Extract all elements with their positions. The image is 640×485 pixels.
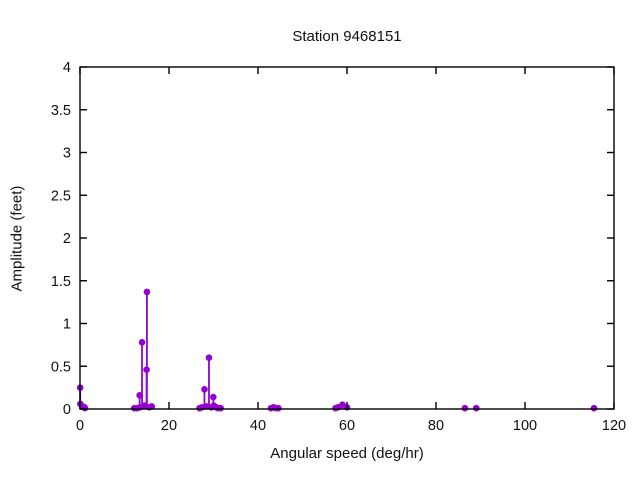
y-tick-label: 0.5 bbox=[51, 359, 71, 375]
y-tick-label: 1.5 bbox=[51, 274, 71, 290]
plot-border bbox=[79, 66, 615, 410]
x-tick-label: 20 bbox=[161, 418, 177, 434]
y-tick-label: 1 bbox=[63, 317, 71, 333]
data-point bbox=[143, 288, 151, 296]
data-point bbox=[590, 404, 598, 412]
x-tick-label: 0 bbox=[76, 418, 84, 434]
y-tick-label: 4 bbox=[63, 60, 71, 76]
axis-ticks bbox=[79, 66, 615, 410]
x-axis-label: Angular speed (deg/hr) bbox=[270, 445, 424, 462]
data-point bbox=[210, 393, 217, 401]
data-point bbox=[136, 392, 143, 399]
x-tick-label: 60 bbox=[339, 418, 355, 434]
data-point bbox=[275, 404, 282, 412]
data-point bbox=[472, 404, 480, 412]
y-tick-labels: 0 0.5 1 1.5 2 2.5 3 3.5 4 bbox=[51, 60, 71, 418]
y-axis-label: Amplitude (feet) bbox=[8, 185, 26, 292]
data-point bbox=[217, 404, 224, 412]
y-tick-label: 0 bbox=[63, 402, 71, 418]
y-tick-label: 2.5 bbox=[51, 188, 71, 204]
x-tick-labels: 0 20 40 60 80 100 120 bbox=[76, 418, 626, 434]
data-point bbox=[138, 339, 146, 346]
y-tick-label: 3 bbox=[63, 146, 71, 162]
y-tick-label: 3.5 bbox=[51, 103, 71, 119]
y-tick-label: 2 bbox=[63, 231, 71, 247]
x-tick-label: 40 bbox=[250, 418, 266, 434]
data-point bbox=[143, 366, 150, 373]
data-point bbox=[81, 404, 89, 412]
x-tick-label: 100 bbox=[513, 418, 537, 434]
data-point bbox=[201, 386, 208, 393]
chart-title: Station 9468151 bbox=[292, 28, 402, 45]
stem-lines bbox=[79, 291, 595, 409]
x-tick-label: 120 bbox=[602, 418, 626, 434]
data-points bbox=[76, 288, 598, 412]
data-point bbox=[205, 354, 213, 362]
data-point bbox=[148, 403, 156, 410]
data-point bbox=[461, 404, 469, 412]
x-tick-label: 80 bbox=[428, 418, 444, 434]
